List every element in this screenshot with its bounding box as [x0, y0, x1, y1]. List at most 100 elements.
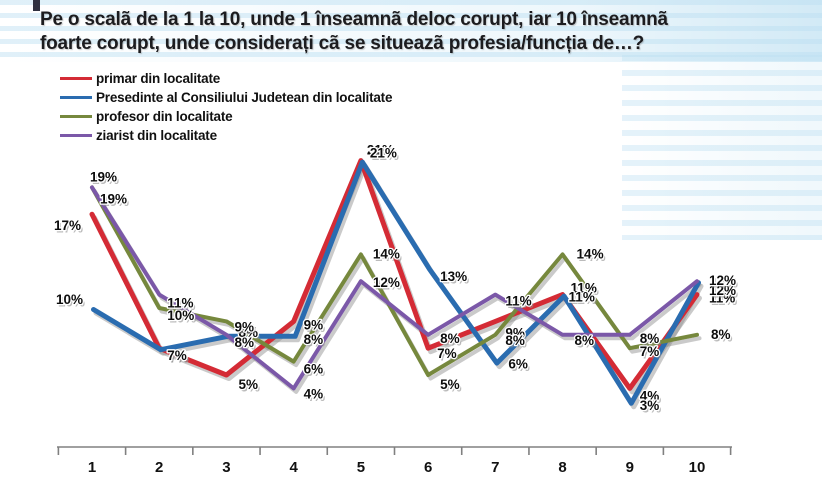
data-label-shadow: 12% [711, 286, 738, 301]
x-tick-label: 9 [626, 459, 634, 476]
data-label-presedinte-x5: 21% [370, 146, 397, 161]
x-tick-label: 8 [558, 459, 566, 476]
data-label-primar-x7: 9% [505, 325, 525, 340]
data-label-shadow: 14% [579, 249, 606, 264]
data-label-profesor-x1: 19% [100, 191, 127, 206]
data-label-shadow: 10% [169, 311, 196, 326]
data-label-presedinte-x6: 13% [440, 269, 467, 284]
legend-item-1: primar din localitate [60, 69, 392, 88]
data-label-shadow: 8% [306, 334, 326, 349]
data-label-primar-x9: 4% [640, 388, 660, 403]
background-streaks-top [0, 0, 822, 62]
legend-label: Presedinte al Consiliului Judetean din l… [96, 90, 393, 105]
data-label-shadow: 8% [642, 333, 662, 348]
data-label-ziarist-x3: 8% [234, 335, 254, 350]
data-label-shadow: 11% [507, 296, 533, 311]
x-tick-label: 4 [289, 459, 298, 476]
data-label-shadow: 5% [240, 380, 260, 395]
data-label-shadow: 12% [375, 278, 402, 293]
data-label-shadow: 8% [577, 335, 597, 350]
data-label-shadow: 14% [375, 249, 402, 264]
data-label-shadow: 7% [642, 347, 662, 362]
data-label-shadow: 4% [642, 391, 662, 406]
data-label-shadow: 7% [169, 351, 189, 366]
legend-item-4: ziarist din localitate [60, 126, 392, 145]
data-label-primar-x4: 9% [304, 317, 324, 332]
data-label-profesor-x9: 7% [640, 344, 660, 359]
data-label-shadow: 9% [236, 322, 256, 337]
data-label-presedinte-x2: 7% [167, 348, 187, 363]
data-label-presedinte-x7: 6% [508, 357, 528, 372]
x-tick-label: 3 [222, 459, 230, 476]
background-streaks-right [622, 55, 822, 240]
legend-item-2: Presedinte al Consiliului Judetean din l… [60, 88, 392, 107]
data-label-profesor-x10: 8% [711, 327, 731, 342]
data-label-primar-x3: 5% [238, 377, 258, 392]
x-tick-label: 6 [424, 459, 432, 476]
data-label-primar-x1: 17% [54, 218, 81, 233]
data-label-presedinte-x4: 8% [304, 332, 324, 347]
data-label-shadow: 21% [372, 148, 399, 163]
data-label-ziarist-x4: 4% [304, 386, 324, 401]
legend-label: ziarist din localitate [96, 128, 217, 143]
data-label-shadow: 8% [236, 337, 256, 352]
data-label-shadow: 4% [306, 389, 326, 404]
data-label-shadow: 6% [306, 364, 326, 379]
x-tick-label: 5 [357, 459, 365, 476]
data-label-ziarist-x5: 12% [373, 275, 400, 290]
data-label-shadow: 19% [102, 194, 129, 209]
data-label-shadow: 9% [306, 320, 326, 335]
data-label-shadow: 5% [442, 380, 462, 395]
data-label-profesor-x8: 14% [577, 246, 604, 261]
data-label-shadow: 7% [439, 349, 459, 364]
legend-label: profesor din localitate [96, 109, 233, 124]
x-tick-label: 1 [88, 459, 96, 476]
legend-line-swatch [60, 115, 92, 118]
chart-title-line1: Pe o scalã de la 1 la 10, unde 1 înseamn… [40, 9, 668, 30]
legend-line-swatch [60, 96, 92, 99]
data-label-shadow: 11% [573, 283, 599, 298]
data-label-ziarist-x9: 8% [640, 331, 660, 346]
x-tick-label: 2 [155, 459, 163, 476]
data-label-profesor-x5: 14% [373, 246, 400, 261]
data-label-primar-x5: 21% [367, 143, 394, 158]
data-label-presedinte-x9: 3% [640, 398, 660, 413]
series-line-presedinte [91, 159, 701, 406]
legend-label: primar din localitate [96, 71, 221, 86]
x-tick-label: 7 [491, 459, 499, 476]
x-tick-label: 10 [689, 459, 706, 476]
data-label-profesor-x2: 10% [167, 308, 194, 323]
data-label-shadow: 8% [240, 327, 260, 342]
data-label-ziarist-x2: 11% [167, 296, 193, 311]
data-label-primar-x10: 11% [709, 291, 735, 306]
data-label-shadow: 17% [56, 221, 83, 236]
data-label-shadow: 21% [369, 145, 396, 160]
data-label-shadow: 13% [442, 271, 469, 286]
data-label-shadow: 19% [92, 172, 119, 187]
chart-title: Pe o scalã de la 1 la 10, unde 1 înseamn… [40, 8, 810, 56]
data-label-shadow: 11% [169, 298, 195, 313]
data-label-shadow: 9% [507, 328, 527, 343]
data-label-profesor-x7: 8% [505, 333, 525, 348]
legend: primar din localitate Presedinte al Consi… [60, 69, 392, 145]
chart-title-line2: foarte corupt, unde considerați cã se si… [40, 33, 645, 54]
x-axis [57, 446, 732, 455]
data-label-ziarist-x8: 8% [575, 333, 595, 348]
data-label-presedinte-x1: 10% [56, 292, 83, 307]
legend-line-swatch [60, 77, 92, 80]
data-label-presedinte-x10: 12% [709, 283, 736, 298]
data-label-profesor-x3: 9% [234, 319, 254, 334]
data-label-shadow: 12% [711, 276, 738, 291]
data-label-primar-x2: 7% [167, 348, 187, 363]
data-label-ziarist-x10: 12% [709, 273, 736, 288]
data-label-shadow: 11% [571, 292, 597, 307]
series-line-primar [89, 158, 700, 391]
data-label-shadow: 8% [713, 329, 733, 344]
data-label-primar-x6: 7% [437, 346, 457, 361]
decorative-corner-bar [33, 0, 40, 11]
data-label-primar-x8: 11% [571, 281, 597, 296]
data-label-ziarist-x6: 8% [440, 331, 460, 346]
data-label-shadow: 8% [442, 333, 462, 348]
